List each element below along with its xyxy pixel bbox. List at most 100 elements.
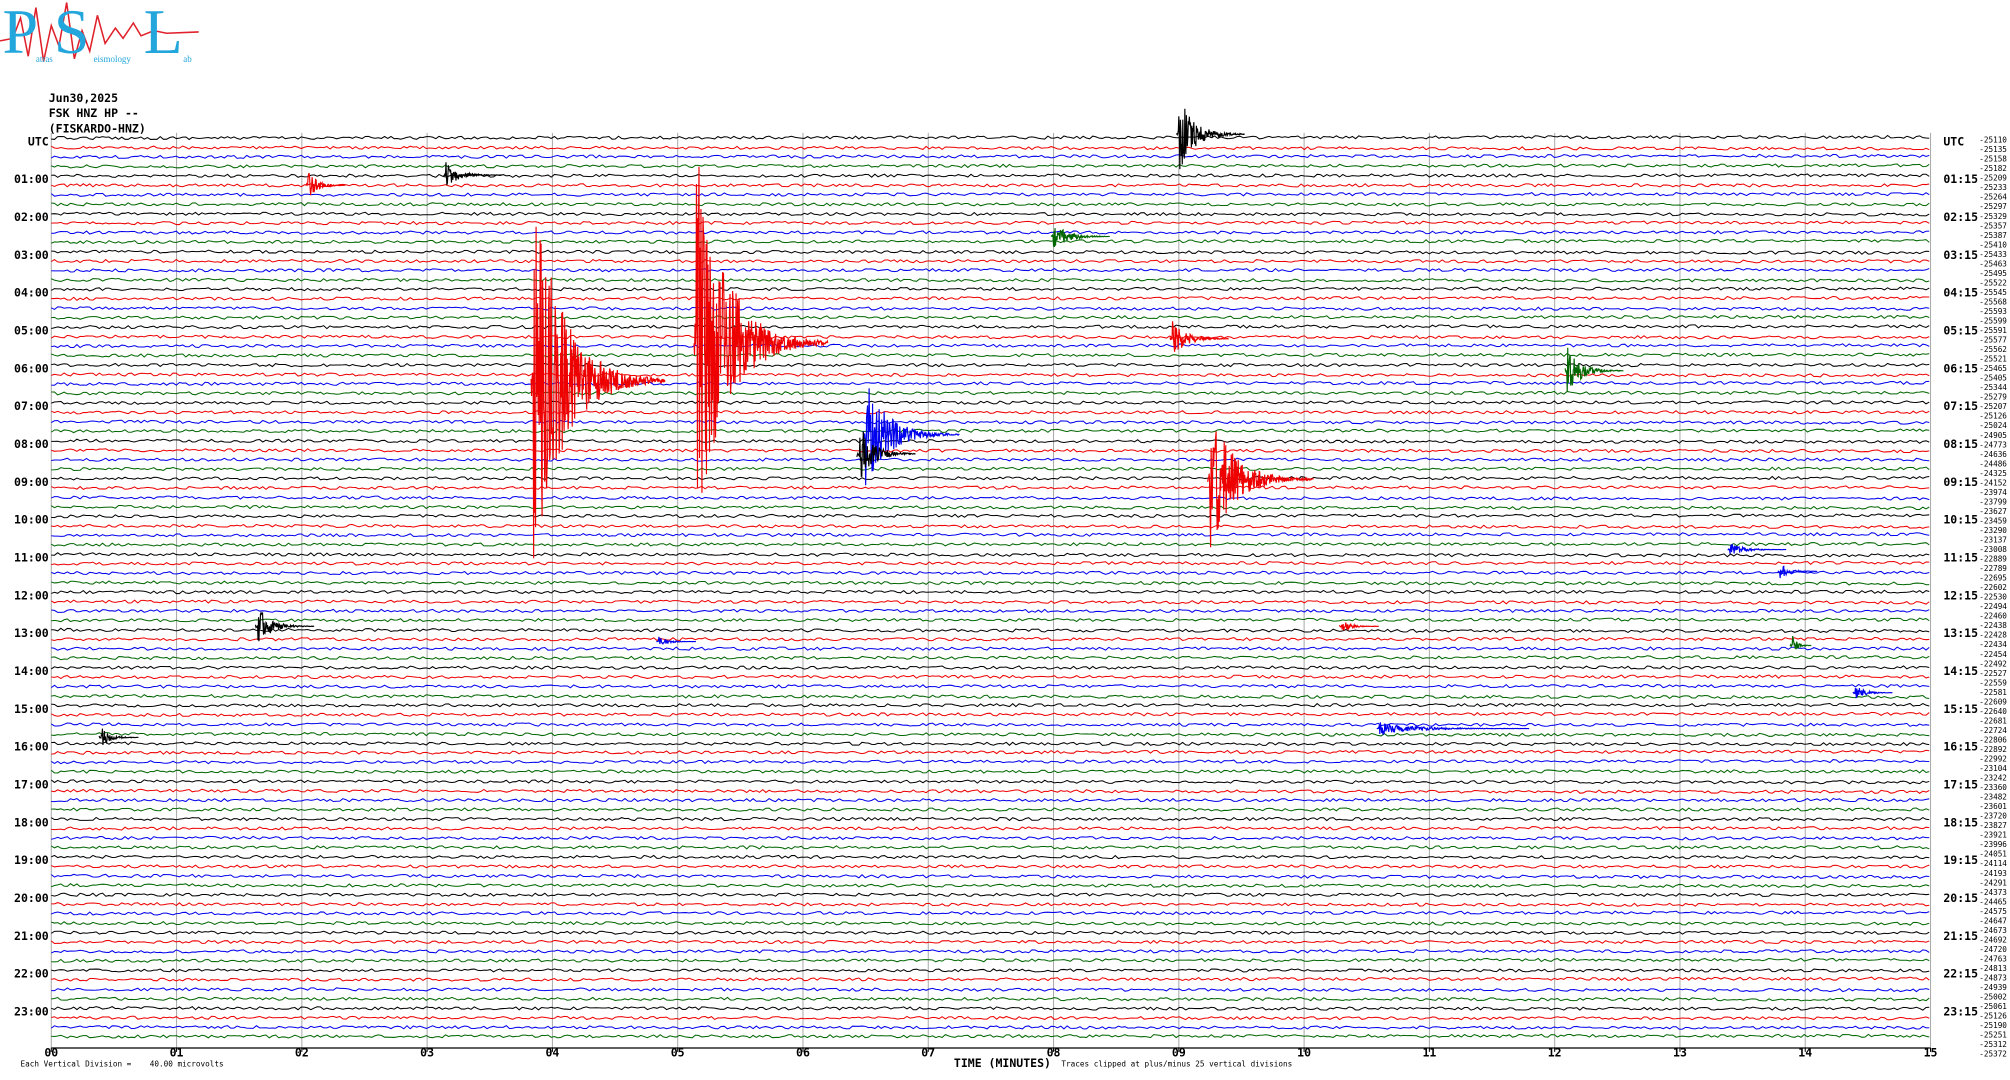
offset-label: -23137: [1979, 536, 2007, 545]
offset-label: -22789: [1979, 564, 2007, 573]
offset-label: -24193: [1979, 869, 2007, 878]
header-date: Jun30,2025: [49, 91, 118, 105]
offset-label: -22640: [1979, 707, 2007, 716]
x-tick-label: 02: [295, 1046, 309, 1060]
logo-trace: [0, 2, 199, 62]
trace: [51, 230, 1930, 235]
offset-label: -25312: [1979, 1040, 2007, 1049]
trace: [51, 495, 1930, 501]
trace: [51, 845, 1930, 850]
offset-label: -24905: [1979, 431, 2007, 440]
trace: [51, 636, 1930, 642]
trace: [51, 183, 1930, 188]
trace: [51, 731, 1930, 737]
hour-label-right: 10:15: [1943, 513, 1978, 527]
trace: [51, 343, 1930, 349]
hour-label-right: 02:15: [1943, 210, 1978, 224]
offset-label: -25545: [1979, 288, 2007, 297]
hour-label-right: 19:15: [1943, 853, 1978, 867]
offset-label: -24114: [1979, 859, 2007, 868]
x-tick-label: 13: [1673, 1046, 1687, 1060]
offset-label: -22438: [1979, 621, 2007, 630]
offset-label: -25599: [1979, 317, 2007, 326]
offset-label: -25465: [1979, 364, 2007, 373]
trace: [51, 957, 1930, 963]
trace: [51, 163, 1930, 169]
x-tick-label: 14: [1798, 1046, 1812, 1060]
trace: [51, 220, 1930, 226]
trace: [51, 674, 1930, 680]
hour-label-right: 01:15: [1943, 172, 1978, 186]
offset-label: -22460: [1979, 612, 2007, 621]
hour-label-left: 08:00: [14, 437, 49, 451]
logo-letter: P: [3, 0, 39, 67]
hour-label-left: 09:00: [14, 475, 49, 489]
hour-label-left: 21:00: [14, 929, 49, 943]
hour-label-right: 23:15: [1943, 1005, 1978, 1019]
trace: [51, 864, 1930, 869]
offset-label: -24152: [1979, 478, 2007, 487]
header-channel: FSK HNZ HP --: [49, 106, 139, 120]
offset-label: -24575: [1979, 907, 2007, 916]
x-tick-label: 01: [170, 1046, 184, 1060]
event: [1564, 347, 1624, 392]
offset-label: -25463: [1979, 259, 2007, 268]
trace: [51, 438, 1930, 444]
offset-label: -25182: [1979, 164, 2007, 173]
offset-label: -25002: [1979, 993, 2007, 1002]
event: [305, 172, 346, 196]
x-tick-label: 04: [545, 1046, 559, 1060]
trace: [51, 238, 1930, 245]
trace: [51, 599, 1930, 605]
offset-label: -25577: [1979, 336, 2007, 345]
trace: [51, 286, 1930, 292]
offset-label: -22494: [1979, 602, 2007, 611]
trace: [51, 854, 1930, 860]
hour-label-right: 16:15: [1943, 740, 1978, 754]
event: [1050, 228, 1110, 247]
trace: [51, 552, 1930, 558]
hour-label-left: 17:00: [14, 778, 49, 792]
offset-label: -22892: [1979, 745, 2007, 754]
trace: [50, 683, 1930, 689]
event: [656, 636, 696, 645]
offset-label: -25209: [1979, 174, 2007, 183]
offset-label: -25593: [1979, 307, 2007, 316]
offset-label: -25110: [1979, 136, 2007, 145]
offset-label: -25495: [1979, 269, 2007, 278]
trace: [51, 560, 1930, 566]
trace: [51, 996, 1930, 1002]
offset-label: -24291: [1979, 878, 2007, 887]
offset-label: -22695: [1979, 574, 2007, 583]
offset-label: -25433: [1979, 250, 2007, 259]
trace: [51, 410, 1930, 415]
hour-label-left: 07:00: [14, 399, 49, 413]
x-tick-label: 15: [1924, 1046, 1938, 1060]
logo-word: eismology: [94, 54, 132, 64]
trace: [51, 807, 1930, 812]
offset-label: -25297: [1979, 202, 2007, 211]
footer-clip: Traces clipped at plus/minus 25 vertical…: [1061, 1060, 1292, 1069]
offset-label: -25135: [1979, 145, 2007, 154]
trace: [51, 541, 1930, 547]
logo-letter: L: [144, 0, 183, 67]
offset-label: -25251: [1979, 1031, 2007, 1040]
trace: [51, 627, 1930, 633]
x-tick-label: 07: [921, 1046, 935, 1060]
hour-label-left: 22:00: [14, 967, 49, 981]
hour-label-right: 03:15: [1943, 248, 1978, 262]
logo-word: ab: [183, 54, 192, 64]
trace: [51, 1006, 1930, 1011]
event: [1169, 321, 1229, 352]
offset-label: -22602: [1979, 583, 2007, 592]
trace: [50, 769, 1930, 774]
hour-label-left: 03:00: [14, 248, 49, 262]
trace: [51, 921, 1930, 926]
trace: [50, 665, 1930, 670]
offset-label: -25126: [1979, 1012, 2007, 1021]
offset-label: -25207: [1979, 402, 2007, 411]
trace: [50, 1025, 1930, 1030]
trace: [51, 306, 1930, 311]
offset-label: -22454: [1979, 650, 2007, 659]
